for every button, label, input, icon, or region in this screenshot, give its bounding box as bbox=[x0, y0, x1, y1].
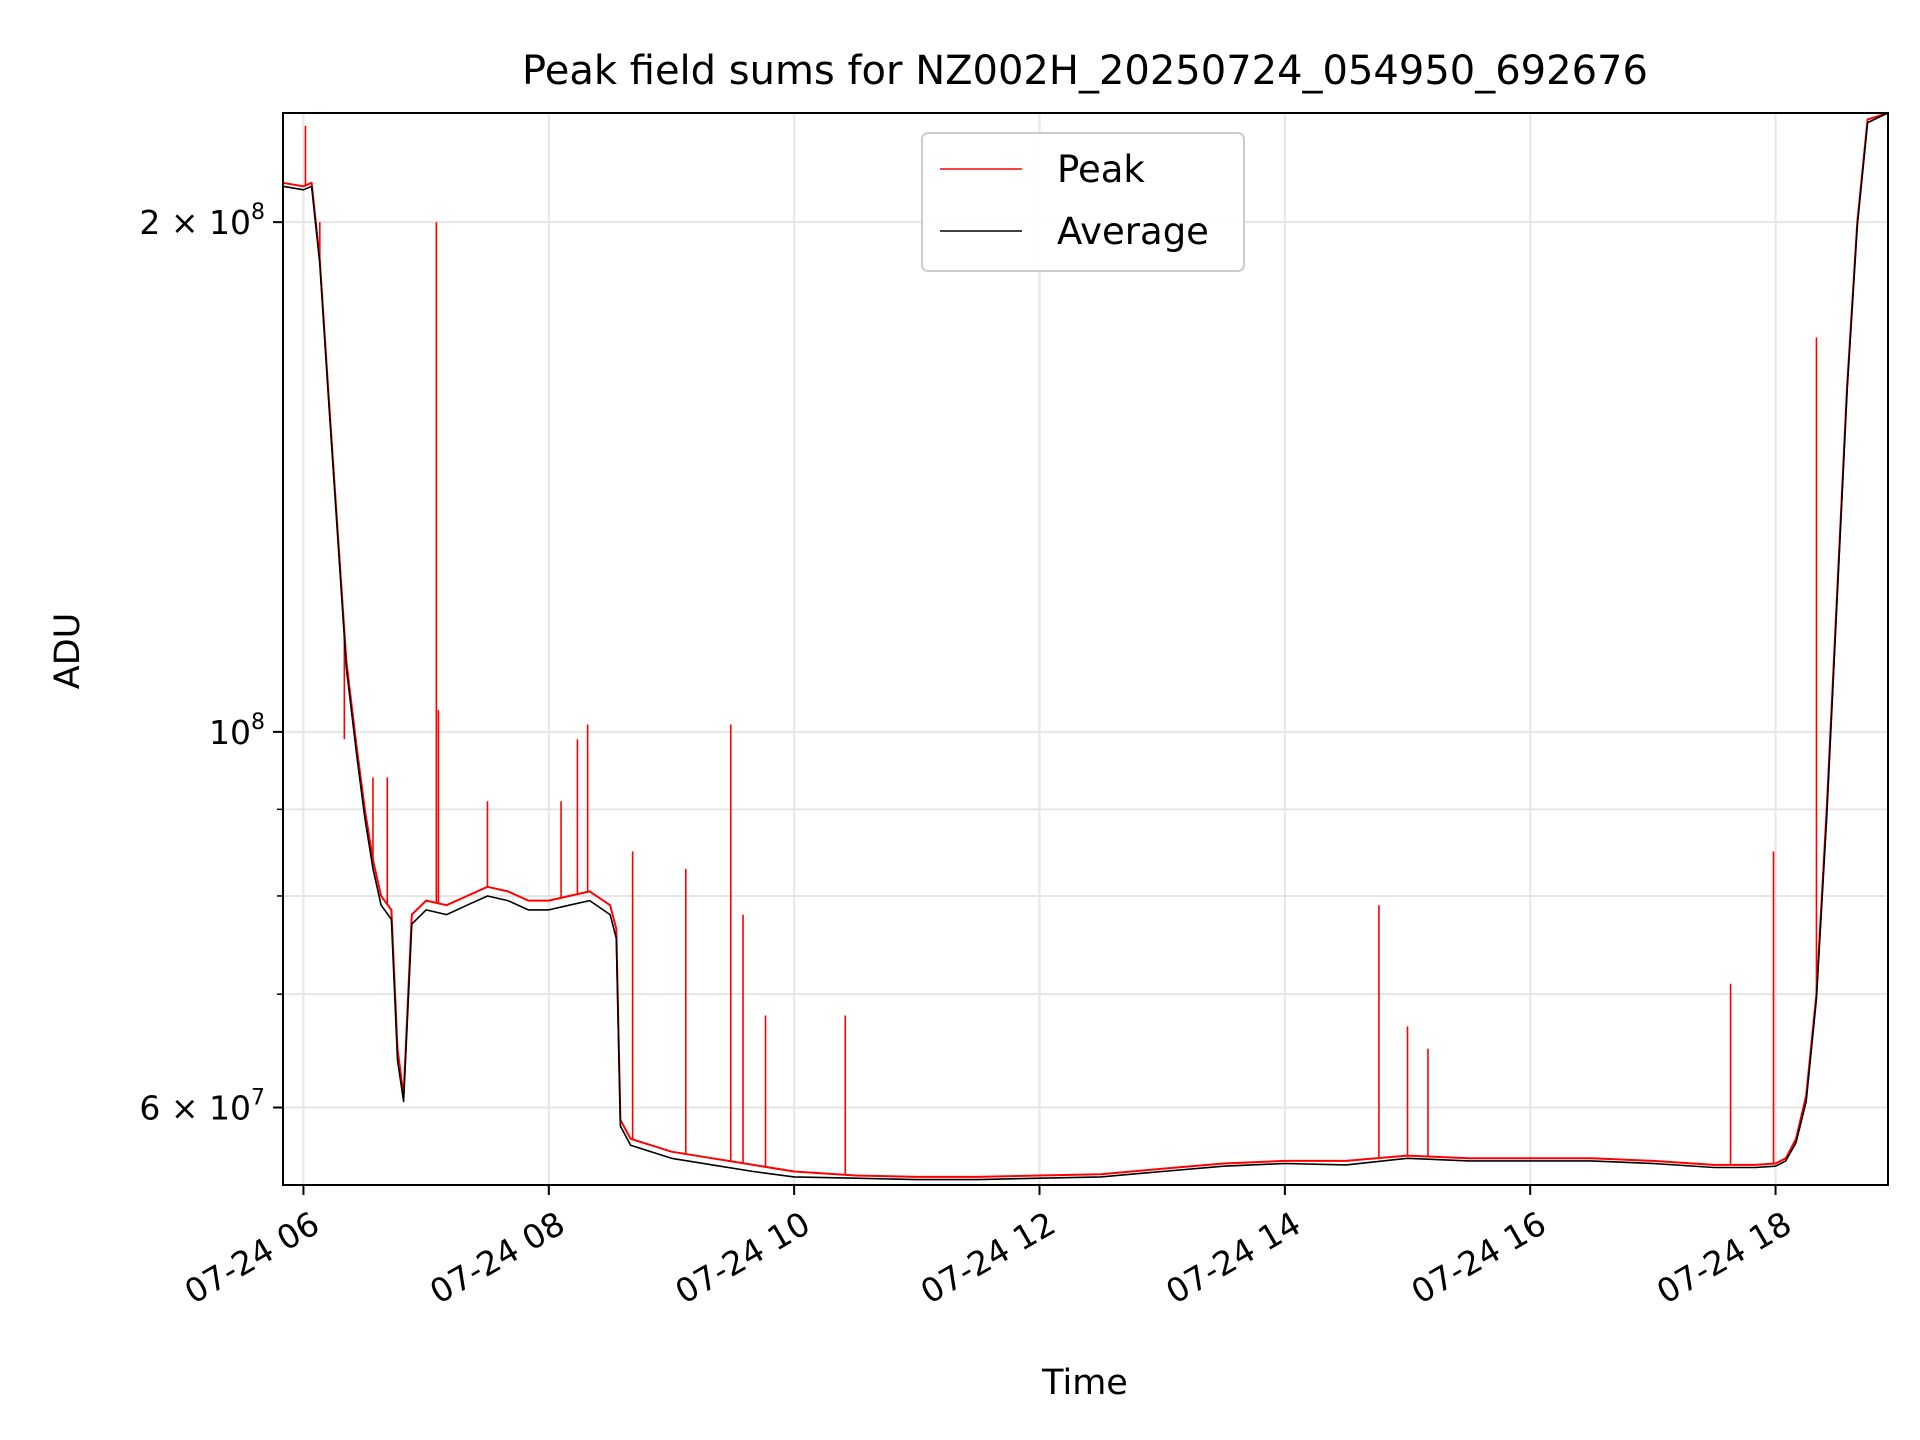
x-axis-label: Time bbox=[1041, 1363, 1128, 1403]
legend-label-peak: Peak bbox=[1057, 148, 1145, 191]
plot-frame bbox=[282, 112, 1889, 1186]
y-tick-label: 2 × 108 bbox=[139, 200, 265, 242]
y-tick-label: 108 bbox=[209, 710, 265, 752]
chart-title: Peak field sums for NZ002H_20250724_0549… bbox=[522, 48, 1648, 94]
plot-area bbox=[283, 113, 1888, 1181]
y-axis: 6 × 107 108 2 × 108 bbox=[139, 200, 283, 1128]
series-line-peak bbox=[283, 113, 1888, 1178]
y-axis-label: ADU bbox=[48, 613, 88, 690]
legend-label-average: Average bbox=[1057, 210, 1209, 253]
y-tick-label: 6 × 107 bbox=[139, 1086, 265, 1128]
series-layer bbox=[283, 113, 1888, 1181]
series-line-average bbox=[283, 113, 1888, 1181]
legend: Peak Average bbox=[921, 132, 1245, 272]
legend-box bbox=[921, 132, 1245, 272]
